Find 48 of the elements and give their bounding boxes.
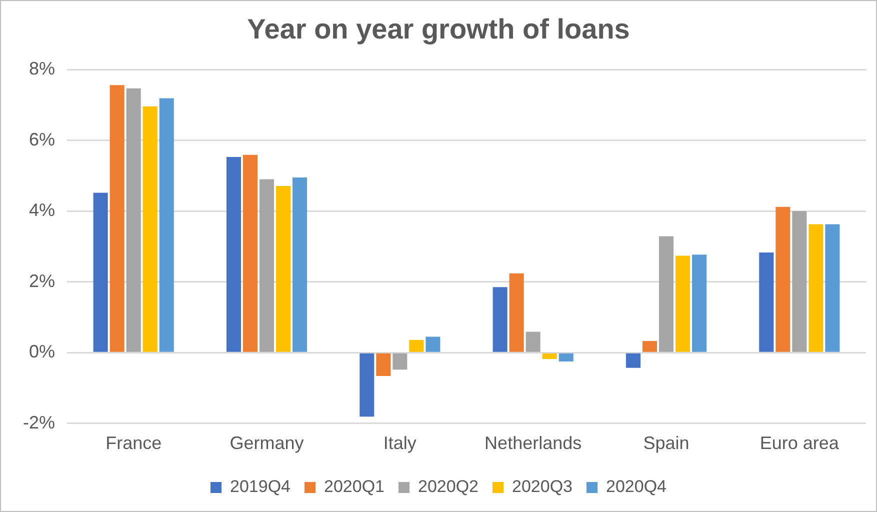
bar — [642, 340, 658, 352]
y-tick-label: -2% — [22, 412, 56, 432]
bar — [658, 236, 674, 352]
y-tick-label: 0% — [28, 342, 56, 362]
y-tick-label: 8% — [28, 58, 56, 79]
bar — [409, 340, 424, 352]
bar — [692, 254, 707, 352]
y-tick-label: 6% — [28, 129, 56, 150]
legend-label: 2020Q4 — [606, 477, 666, 496]
bar — [492, 287, 508, 352]
bar — [825, 224, 840, 352]
legend-label: 2019Q4 — [230, 477, 291, 496]
bar — [626, 353, 640, 368]
x-tick-label: Germany — [230, 433, 304, 454]
bar — [292, 178, 308, 352]
bar — [558, 353, 574, 362]
bar — [376, 353, 391, 376]
y-tick-label: 2% — [28, 270, 56, 291]
bar — [259, 179, 274, 352]
bar — [542, 353, 557, 360]
chart-title: Year on year growth of loans — [247, 14, 630, 45]
legend-label: 2020Q3 — [512, 477, 572, 496]
bar — [276, 186, 291, 352]
legend-label: 2020Q2 — [418, 477, 478, 496]
x-tick-label: France — [106, 433, 162, 454]
bar — [426, 336, 440, 352]
bar — [360, 353, 374, 417]
bar — [93, 192, 108, 352]
x-tick-label: Spain — [643, 433, 690, 454]
bar — [142, 106, 158, 352]
legend-label: 2020Q1 — [324, 477, 385, 496]
bar — [808, 224, 824, 352]
bar — [526, 332, 540, 352]
x-tick-label: Netherlands — [484, 433, 582, 454]
bar — [226, 156, 241, 352]
bar — [110, 85, 124, 352]
bar — [159, 98, 174, 352]
bar — [242, 154, 258, 352]
bar — [759, 252, 774, 352]
bar — [392, 353, 408, 370]
x-tick-label: Euro area — [760, 433, 840, 454]
bar — [776, 206, 790, 352]
bar — [792, 211, 807, 352]
y-tick-label: 4% — [28, 200, 56, 220]
bar — [676, 256, 690, 352]
x-tick-label: Italy — [383, 433, 416, 454]
bar — [126, 88, 141, 352]
bar — [509, 273, 524, 352]
